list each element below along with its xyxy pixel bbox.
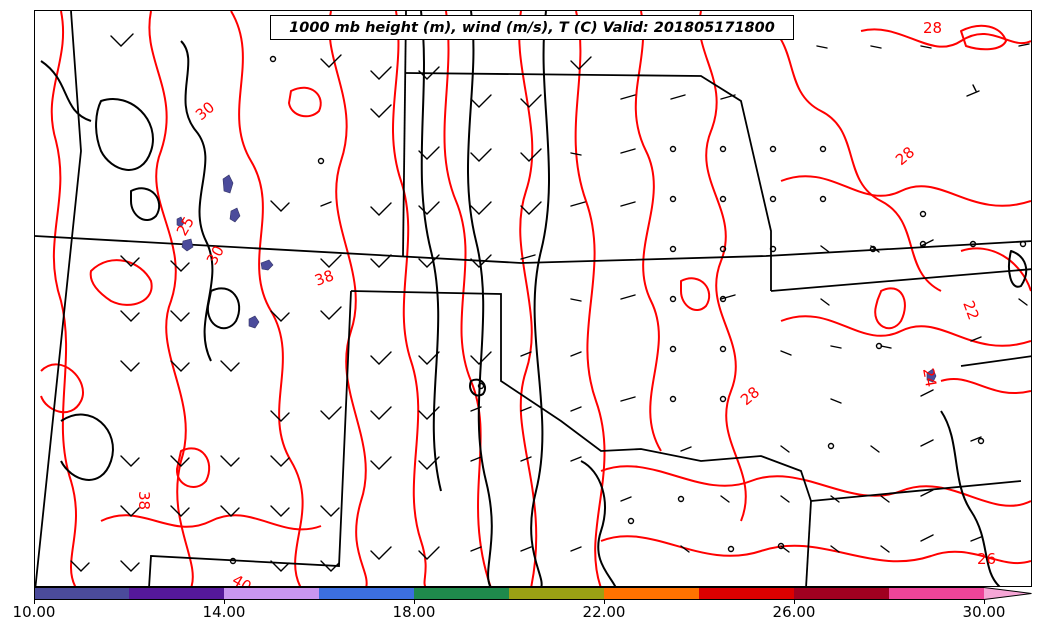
contour-label: 38 <box>135 491 153 510</box>
contour-label: 28 <box>892 143 918 169</box>
colorbar-segment <box>319 587 414 600</box>
contour-label: 28 <box>923 19 942 37</box>
colorbar-segment <box>604 587 699 600</box>
height-contours <box>40 11 1028 586</box>
colorbar-segment <box>224 587 319 600</box>
colorbar-tick-label: 22.00 <box>582 603 626 621</box>
colorbar-segment <box>414 587 509 600</box>
contour-label: 25 <box>173 213 198 239</box>
wind-barbs <box>70 33 1030 572</box>
colorbar-extend <box>984 587 1032 600</box>
colorbar-tick <box>604 600 605 604</box>
colorbar-tick <box>414 600 415 604</box>
colorbar-segment <box>509 587 604 600</box>
colorbar <box>34 587 1032 600</box>
map-title: 1000 mb height (m), wind (m/s), T (C) Va… <box>270 15 794 40</box>
colorbar-tick <box>34 600 35 604</box>
colorbar-segment <box>889 587 984 600</box>
colorbar-tick-label: 30.00 <box>962 603 1006 621</box>
contour-label: 40 <box>229 571 255 587</box>
colorbar-tick-label: 18.00 <box>392 603 436 621</box>
contour-label: 38 <box>312 266 336 289</box>
colorbar-segment <box>794 587 889 600</box>
calm-markers <box>229 55 1027 565</box>
state-borders <box>35 11 1031 586</box>
colorbar-tick-label: 26.00 <box>772 603 816 621</box>
contour-label-group: 28 30 28 25 30 38 22 28 38 24 40 26 <box>135 19 996 587</box>
map-canvas: 28 30 28 25 30 38 22 28 38 24 40 26 <box>35 11 1031 587</box>
temperature-contours <box>40 11 1031 586</box>
colorbar-tick <box>984 600 985 604</box>
colorbar-tick <box>224 600 225 604</box>
colorbar-segment <box>34 587 129 600</box>
shaded-cells <box>176 174 937 383</box>
colorbar-tick <box>794 600 795 604</box>
contour-label: 28 <box>737 383 763 409</box>
contour-label: 24 <box>919 367 940 389</box>
contour-label: 30 <box>192 98 218 124</box>
colorbar-segment <box>129 587 224 600</box>
contour-label: 22 <box>959 298 982 322</box>
colorbar-segment <box>699 587 794 600</box>
map-panel: 28 30 28 25 30 38 22 28 38 24 40 26 <box>34 10 1032 587</box>
contour-label: 26 <box>977 550 996 568</box>
colorbar-tick-label: 14.00 <box>202 603 246 621</box>
colorbar-outline <box>34 587 1032 600</box>
colorbar-tick-label: 10.00 <box>12 603 56 621</box>
